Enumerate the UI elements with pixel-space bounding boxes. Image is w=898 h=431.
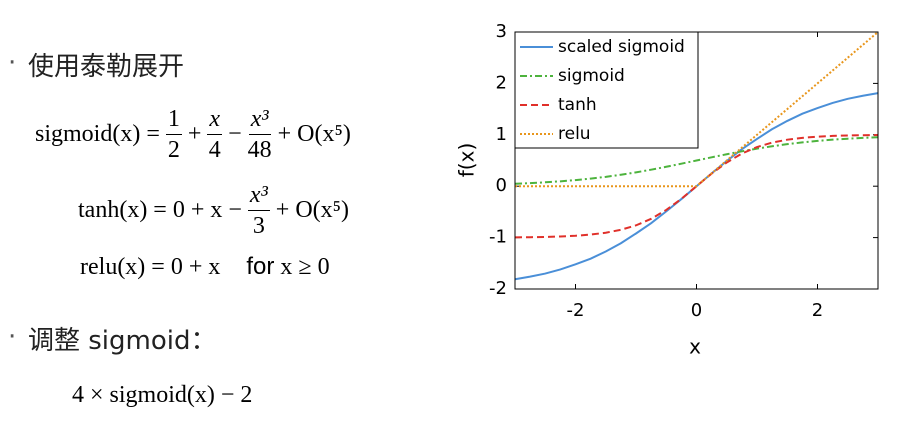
formula: relu(x) = 0 + x for x ≥ 0 [80, 253, 330, 281]
den: 2 [167, 137, 180, 163]
num: x³ [248, 104, 271, 135]
formula-text: 4 × sigmoid(x) − 2 [72, 382, 253, 408]
y-tick-label: 1 [496, 124, 507, 145]
y-axis-label: f(x) [455, 143, 479, 177]
formula: 4 × sigmoid(x) − 2 [72, 382, 252, 409]
y-tick-label: 0 [496, 175, 507, 196]
num: x [207, 104, 223, 135]
formula: tanh(x) = 0 + x − x³ 3 + O(x⁵) [78, 180, 349, 241]
den: 3 [252, 213, 265, 239]
y-tick-label: -1 [489, 227, 507, 248]
formula-text: + O(x⁵) [277, 121, 351, 147]
legend-label: scaled sigmoid [558, 37, 685, 57]
series-line [514, 134, 879, 239]
y-tick-label: 3 [496, 21, 507, 42]
legend-label: sigmoid [558, 66, 625, 86]
den: 4 [208, 137, 221, 163]
chart: x f(x) -2 0 2 -2 -1 0 1 2 3 scaled sigmoid sigmoid… [455, 21, 879, 359]
y-tick-label: 2 [496, 72, 507, 93]
bullet-text: 调整 sigmoid： [28, 326, 217, 356]
fraction: x³ 48 [248, 104, 272, 165]
formula-text: + O(x⁵) [275, 197, 349, 223]
legend: scaled sigmoid sigmoid tanh relu [514, 31, 699, 149]
series-line [514, 136, 879, 185]
bullet-text: 使用泰勒展开 [28, 52, 185, 82]
formula-text: tanh(x) = 0 + x − [78, 197, 242, 223]
bullet: · [8, 322, 17, 352]
op: + [187, 121, 202, 147]
x-tick-label: -2 [567, 300, 585, 321]
formula-text: sigmoid(x) = [35, 121, 160, 147]
legend-label: tanh [558, 95, 597, 115]
formula-text: relu(x) = 0 + x [80, 253, 221, 280]
series-line [515, 31, 879, 188]
den: 48 [247, 137, 272, 163]
legend-label: relu [558, 124, 591, 144]
formula-text: for [246, 253, 275, 280]
x-axis-label: x [689, 335, 701, 359]
y-tick-label: -2 [489, 278, 507, 299]
legend-box [514, 31, 699, 149]
num: x³ [247, 180, 270, 211]
bullet: · [8, 48, 17, 78]
op: − [228, 121, 242, 147]
formula-text: x ≥ 0 [280, 253, 330, 280]
x-tick-label: 0 [691, 300, 702, 321]
x-tick-label: 2 [812, 300, 823, 321]
num: 1 [165, 104, 182, 135]
fraction: x³ 3 [247, 180, 270, 241]
